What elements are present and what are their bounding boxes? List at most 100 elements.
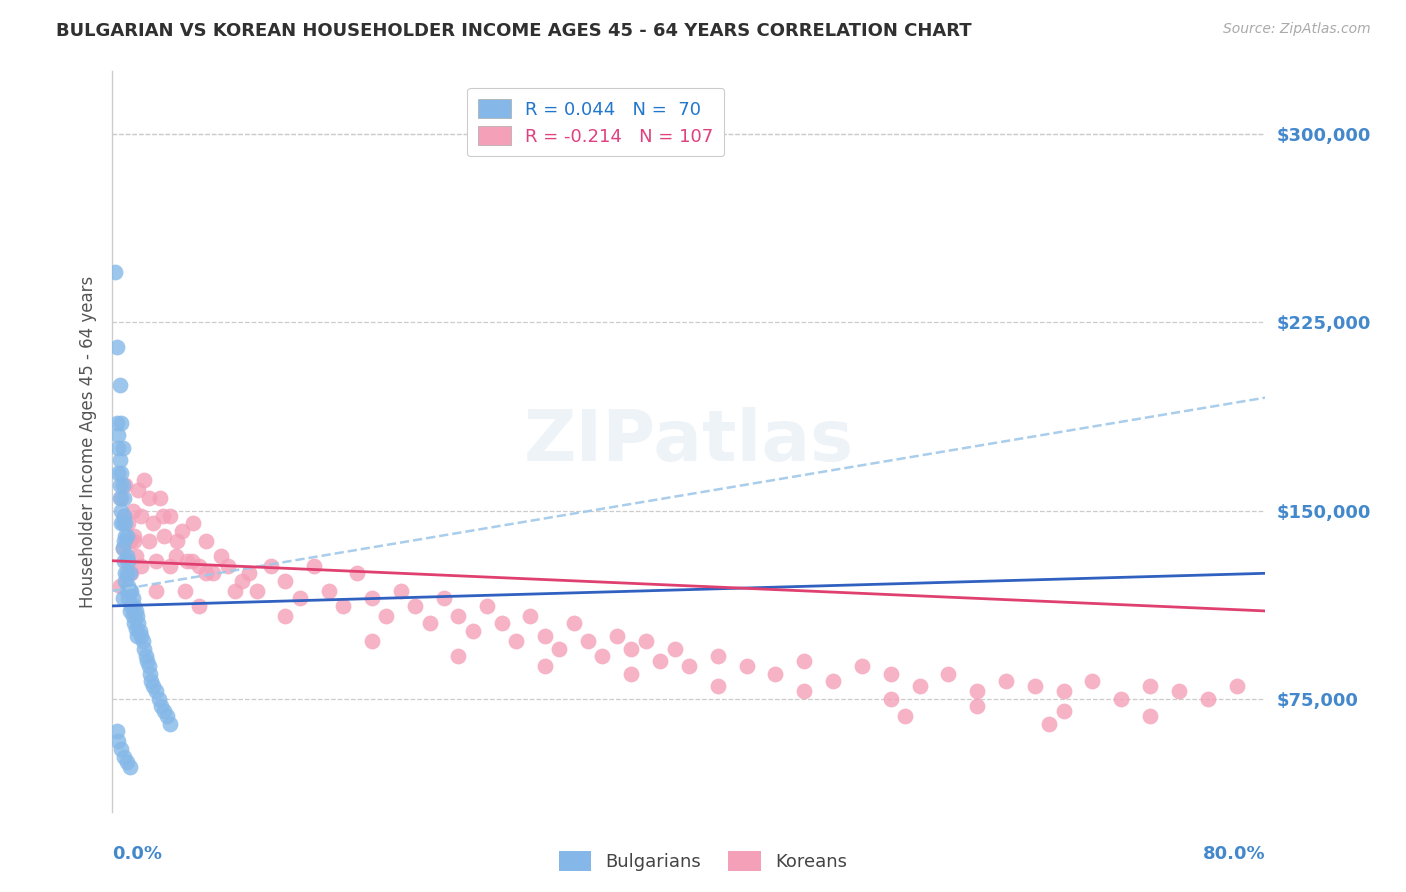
Y-axis label: Householder Income Ages 45 - 64 years: Householder Income Ages 45 - 64 years [79, 276, 97, 607]
Point [195, 566, 218, 581]
Point [110, 416, 132, 430]
Point [110, 491, 132, 505]
Point [112, 508, 135, 523]
Point [260, 558, 283, 573]
Point [120, 583, 142, 598]
Point [634, 634, 657, 648]
Point [851, 659, 873, 673]
Legend: R = 0.044   N =  70, R = -0.214   N = 107: R = 0.044 N = 70, R = -0.214 N = 107 [467, 87, 724, 156]
Point [107, 428, 129, 442]
Point [110, 503, 132, 517]
Point [114, 478, 136, 492]
Point [159, 558, 181, 573]
Point [120, 599, 142, 613]
Point [104, 265, 127, 279]
Point [117, 516, 139, 530]
Point [105, 724, 128, 739]
Point [139, 666, 162, 681]
Point [108, 579, 131, 593]
Point [124, 549, 146, 563]
Point [112, 554, 135, 568]
Point [114, 566, 136, 581]
Point [664, 641, 686, 656]
Point [134, 474, 156, 488]
Point [1053, 684, 1076, 698]
Point [118, 533, 141, 548]
Point [576, 634, 599, 648]
Point [115, 529, 138, 543]
Point [404, 599, 426, 613]
Point [548, 641, 571, 656]
Point [111, 441, 134, 455]
Point [592, 649, 614, 664]
Point [159, 508, 181, 523]
Point [128, 624, 150, 638]
Point [360, 591, 382, 606]
Point [1053, 704, 1076, 718]
Point [117, 591, 139, 606]
Text: Source: ZipAtlas.com: Source: ZipAtlas.com [1223, 22, 1371, 37]
Point [142, 679, 165, 693]
Point [419, 616, 441, 631]
Point [122, 529, 145, 543]
Point [134, 641, 156, 656]
Point [138, 533, 160, 548]
Point [107, 441, 129, 455]
Point [188, 558, 211, 573]
Point [111, 541, 134, 556]
Point [118, 604, 141, 618]
Point [246, 583, 269, 598]
Point [108, 378, 131, 392]
Point [505, 634, 527, 648]
Point [107, 466, 129, 480]
Point [122, 533, 145, 548]
Point [765, 666, 787, 681]
Point [176, 554, 198, 568]
Point [461, 624, 484, 638]
Point [202, 566, 225, 581]
Point [1111, 691, 1133, 706]
Point [125, 609, 148, 624]
Point [181, 516, 204, 530]
Point [650, 654, 672, 668]
Point [936, 666, 959, 681]
Point [108, 453, 131, 467]
Point [188, 599, 211, 613]
Point [995, 674, 1018, 689]
Point [114, 574, 136, 588]
Point [224, 583, 246, 598]
Point [433, 591, 456, 606]
Text: 80.0%: 80.0% [1202, 845, 1265, 863]
Point [117, 579, 139, 593]
Point [142, 516, 165, 530]
Point [821, 674, 844, 689]
Point [148, 691, 170, 706]
Point [156, 709, 179, 723]
Point [132, 634, 155, 648]
Point [122, 616, 145, 631]
Point [145, 583, 167, 598]
Point [129, 558, 153, 573]
Point [1024, 679, 1046, 693]
Point [153, 529, 176, 543]
Point [173, 583, 195, 598]
Point [209, 549, 232, 563]
Point [274, 574, 297, 588]
Point [678, 659, 700, 673]
Point [120, 566, 142, 581]
Point [145, 684, 167, 698]
Point [447, 609, 470, 624]
Point [170, 524, 193, 538]
Point [122, 599, 145, 613]
Point [121, 503, 143, 517]
Point [112, 533, 135, 548]
Point [274, 609, 297, 624]
Point [107, 734, 129, 748]
Point [124, 622, 146, 636]
Point [114, 529, 136, 543]
Point [152, 508, 174, 523]
Point [534, 659, 557, 673]
Point [108, 491, 131, 505]
Point [165, 549, 187, 563]
Text: BULGARIAN VS KOREAN HOUSEHOLDER INCOME AGES 45 - 64 YEARS CORRELATION CHART: BULGARIAN VS KOREAN HOUSEHOLDER INCOME A… [56, 22, 972, 40]
